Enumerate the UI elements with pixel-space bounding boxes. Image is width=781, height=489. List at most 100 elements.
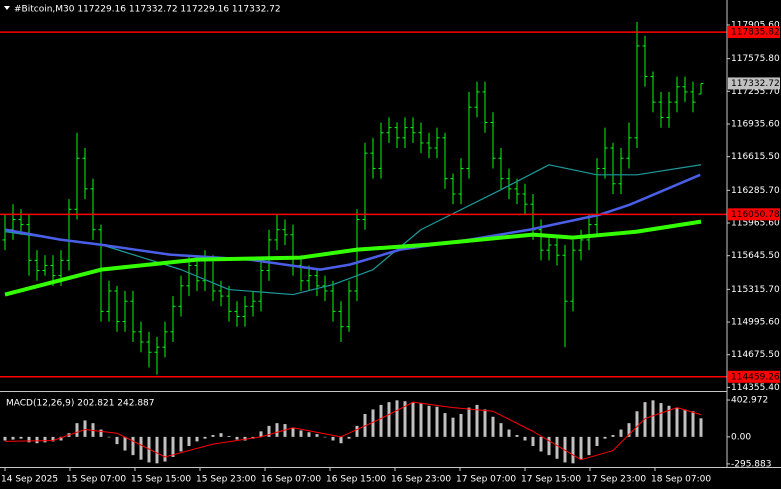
y-tick-label: -295.883 xyxy=(731,459,771,469)
histogram-bar xyxy=(115,436,119,445)
histogram-bar xyxy=(515,435,519,437)
x-tick-label: 18 Sep 07:00 xyxy=(651,475,711,485)
histogram-bar xyxy=(43,436,47,443)
y-tick-label: 0.00 xyxy=(731,432,751,442)
histogram-bar xyxy=(323,436,327,438)
histogram-bar xyxy=(243,436,247,441)
x-tick-label: 15 Sep 23:00 xyxy=(196,475,256,485)
histogram-bar xyxy=(163,436,167,462)
histogram-bar xyxy=(275,423,279,437)
y-tick-label: 116285.70 xyxy=(731,186,780,196)
top-layer: 117905.60 117575.80 117255.70 116935.60 1166… xyxy=(0,20,780,485)
histogram-bar xyxy=(411,402,415,437)
histogram-bar xyxy=(483,409,487,437)
histogram-bar xyxy=(499,423,503,437)
histogram-bar xyxy=(691,411,695,437)
histogram-bar xyxy=(459,414,463,437)
y-tick-label: 117255.70 xyxy=(731,87,780,97)
histogram-bar xyxy=(619,429,623,437)
histogram-bar xyxy=(27,436,31,443)
x-tick-label: 15 Sep 15:00 xyxy=(131,475,191,485)
y-tick-label: 116615.50 xyxy=(731,152,780,162)
histogram-bar xyxy=(387,402,391,437)
macd-title: MACD(12,26,9) 202.821 242.887 xyxy=(6,399,155,409)
histogram-bar xyxy=(419,403,423,437)
y-tick-label: 117905.60 xyxy=(731,20,780,30)
histogram-bar xyxy=(595,436,599,446)
histogram-bar xyxy=(51,436,55,442)
x-tick-label: 16 Sep 15:00 xyxy=(326,475,386,485)
level-label: 114459.26 xyxy=(731,372,780,382)
histogram-bar xyxy=(371,409,375,437)
x-tick-label: 17 Sep 07:00 xyxy=(456,475,516,485)
y-tick-label: 115645.50 xyxy=(731,251,780,261)
histogram-bar xyxy=(427,405,431,437)
histogram-bar xyxy=(635,411,639,437)
histogram-bar xyxy=(355,425,359,437)
histogram-bar xyxy=(547,436,551,456)
indicator-line xyxy=(4,164,702,296)
histogram-bar xyxy=(587,436,591,456)
histogram-bar xyxy=(347,436,351,439)
histogram-bar xyxy=(195,436,199,442)
histogram-bar xyxy=(603,436,607,439)
histogram-bar xyxy=(147,436,151,463)
last-price-bg xyxy=(728,77,780,90)
level-label: 117835.82 xyxy=(731,28,780,38)
y-tick-label: 115965.60 xyxy=(731,219,780,229)
level-label-bg xyxy=(728,370,780,383)
histogram-bar xyxy=(203,436,207,439)
histogram-bar xyxy=(3,436,7,441)
menu-arrow[interactable] xyxy=(4,6,10,10)
histogram-bar xyxy=(59,436,63,441)
histogram-bar xyxy=(187,436,191,446)
mark-layer xyxy=(2,21,704,464)
histogram-bar xyxy=(299,430,303,437)
indicator-line xyxy=(4,401,702,461)
histogram-bar xyxy=(123,436,127,451)
histogram-bar xyxy=(555,436,559,459)
histogram-bar xyxy=(435,406,439,437)
y-tick-label: 114355.40 xyxy=(731,383,780,393)
x-tick-label: 17 Sep 15:00 xyxy=(521,475,581,485)
histogram-bar xyxy=(563,436,567,463)
histogram-bar xyxy=(571,436,575,464)
chart-title: #Bitcoin,M30 117229.16 117332.72 117229.… xyxy=(14,5,281,15)
y-tick-label: 114675.50 xyxy=(731,350,780,360)
histogram-bar xyxy=(643,402,647,437)
histogram-bar xyxy=(235,436,239,440)
y-tick-label: 114995.60 xyxy=(731,318,780,328)
histogram-bar xyxy=(171,436,175,457)
histogram-bar xyxy=(443,413,447,437)
histogram-bar xyxy=(531,436,535,446)
histogram-bar xyxy=(75,423,79,437)
level-label: 116050.78 xyxy=(731,210,780,220)
level-label-bg xyxy=(728,208,780,221)
histogram-bar xyxy=(155,436,159,464)
histogram-bar xyxy=(579,436,583,460)
histogram-bar xyxy=(667,405,671,437)
histogram-bar xyxy=(339,436,343,444)
y-tick-label: 115315.70 xyxy=(731,285,780,295)
histogram-bar xyxy=(651,400,655,437)
histogram-bar xyxy=(11,436,15,440)
x-tick-label: 16 Sep 07:00 xyxy=(261,475,321,485)
histogram-bar xyxy=(19,436,23,439)
histogram-bar xyxy=(35,436,39,444)
histogram-bar xyxy=(539,436,543,452)
histogram-bar xyxy=(227,435,231,437)
histogram-bar xyxy=(315,434,319,437)
histogram-bar xyxy=(611,435,615,437)
histogram-bar xyxy=(219,433,223,437)
histogram-bar xyxy=(675,407,679,437)
y-tick-label: 117575.80 xyxy=(731,54,780,64)
x-tick-label: 15 Sep 07:00 xyxy=(66,475,126,485)
histogram-bar xyxy=(307,432,311,437)
histogram-bar xyxy=(395,400,399,437)
y-tick-label: 402.972 xyxy=(731,396,768,406)
histogram-bar xyxy=(659,403,663,437)
histogram-bar xyxy=(259,431,263,437)
histogram-bar xyxy=(291,427,295,437)
x-tick-label: 16 Sep 23:00 xyxy=(391,475,451,485)
